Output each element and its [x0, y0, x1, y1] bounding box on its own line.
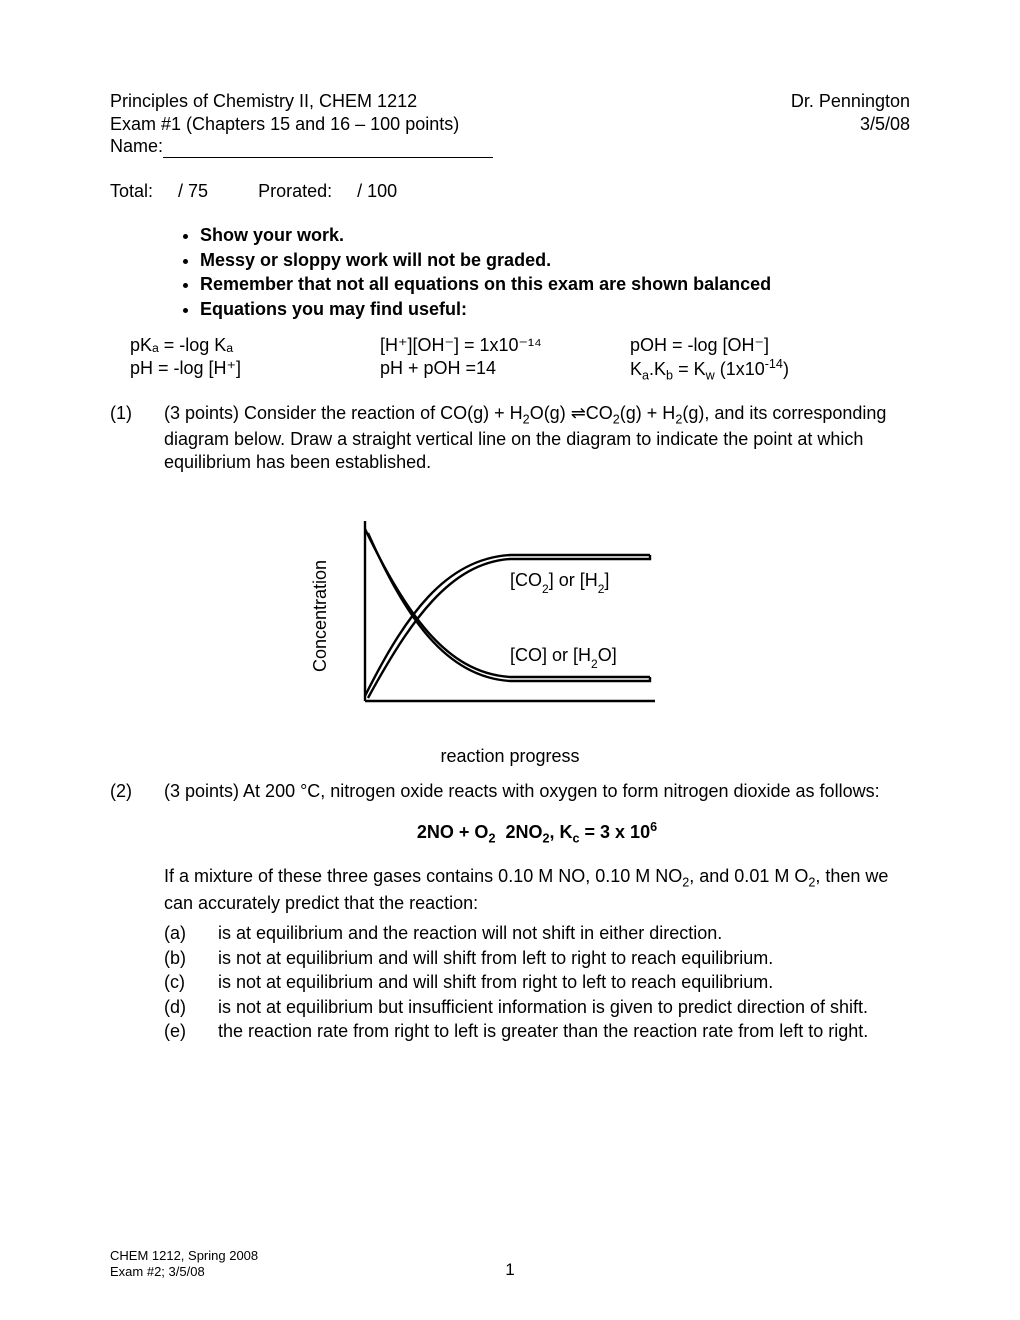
exam-line: Exam #1 (Chapters 15 and 16 – 100 points… [110, 113, 459, 136]
formula: Ka.Kb = Kw (1x10-14) [630, 357, 890, 384]
total-value: / 75 [178, 181, 208, 201]
choice-label: (b) [164, 947, 218, 970]
header-row-2: Exam #1 (Chapters 15 and 16 – 100 points… [110, 113, 910, 136]
formula: pH + pOH =14 [380, 357, 630, 380]
equilibrium-chart: Concentration [CO2] or [H2] [CO] or [H2O… [310, 491, 710, 741]
question-points: (3 points) [164, 781, 243, 801]
question-number: (2) [110, 780, 164, 1045]
instruction-item: Messy or sloppy work will not be graded. [200, 249, 910, 272]
question-text: Consider the reaction of CO(g) + H2O(g) … [164, 403, 886, 472]
formula: pKₐ = -log Kₐ [130, 334, 380, 357]
question-points: (3 points) [164, 403, 244, 423]
question-intro: At 200 °C, nitrogen oxide reacts with ox… [243, 781, 880, 801]
course-title: Principles of Chemistry II, CHEM 1212 [110, 90, 417, 113]
x-axis-label: reaction progress [110, 745, 910, 768]
choice-label: (c) [164, 971, 218, 994]
choice-text: the reaction rate from right to left is … [218, 1020, 910, 1043]
formula-grid: pKₐ = -log Kₐ pH = -log [H⁺] [H⁺][OH⁻] =… [130, 334, 890, 384]
question-body-text: If a mixture of these three gases contai… [164, 865, 910, 914]
y-axis-label: Concentration [310, 560, 330, 672]
formula-col-2: [H⁺][OH⁻] = 1x10⁻¹⁴ pH + pOH =14 [380, 334, 630, 384]
exam-page: Principles of Chemistry II, CHEM 1212 Dr… [0, 0, 1020, 1320]
choice-label: (e) [164, 1020, 218, 1043]
question-2: (2) (3 points) At 200 °C, nitrogen oxide… [110, 780, 910, 1045]
choice-text: is not at equilibrium and will shift fro… [218, 971, 910, 994]
reactants-label: [CO] or [H2O] [510, 645, 617, 671]
choice-c[interactable]: (c) is not at equilibrium and will shift… [164, 971, 910, 994]
choices-list: (a) is at equilibrium and the reaction w… [164, 922, 910, 1043]
choice-label: (d) [164, 996, 218, 1019]
prorated-label: Prorated: [258, 181, 332, 201]
choice-text: is at equilibrium and the reaction will … [218, 922, 910, 945]
instruction-item: Show your work. [200, 224, 910, 247]
question-body: (3 points) At 200 °C, nitrogen oxide rea… [164, 780, 910, 1045]
instruction-item: Remember that not all equations on this … [200, 273, 910, 296]
choice-text: is not at equilibrium and will shift fro… [218, 947, 910, 970]
instruction-item: Equations you may find useful: [200, 298, 910, 321]
question-1: (1) (3 points) Consider the reaction of … [110, 402, 910, 473]
choice-label: (a) [164, 922, 218, 945]
choice-d[interactable]: (d) is not at equilibrium but insufficie… [164, 996, 910, 1019]
name-blank[interactable] [163, 157, 493, 158]
total-label: Total: [110, 181, 153, 201]
prorated-value: / 100 [357, 181, 397, 201]
exam-date: 3/5/08 [860, 113, 910, 136]
formula-col-1: pKₐ = -log Kₐ pH = -log [H⁺] [130, 334, 380, 384]
formula-col-3: pOH = -log [OH⁻] Ka.Kb = Kw (1x10-14) [630, 334, 890, 384]
equation-line: 2NO + O2 2NO2, Kc = 3 x 106 [164, 820, 910, 847]
instructions-list: Show your work. Messy or sloppy work wil… [160, 224, 910, 320]
question-number: (1) [110, 402, 164, 473]
products-label: [CO2] or [H2] [510, 570, 609, 596]
choice-a[interactable]: (a) is at equilibrium and the reaction w… [164, 922, 910, 945]
name-label: Name: [110, 136, 163, 156]
formula: [H⁺][OH⁻] = 1x10⁻¹⁴ [380, 334, 630, 357]
formula: pH = -log [H⁺] [130, 357, 380, 380]
choice-e[interactable]: (e) the reaction rate from right to left… [164, 1020, 910, 1043]
totals-row: Total: / 75 Prorated: / 100 [110, 180, 910, 203]
formula: pOH = -log [OH⁻] [630, 334, 890, 357]
question-body: (3 points) Consider the reaction of CO(g… [164, 402, 910, 473]
page-footer: CHEM 1212, Spring 2008 Exam #2; 3/5/08 1 [110, 1248, 910, 1281]
name-row: Name: [110, 135, 910, 158]
choice-b[interactable]: (b) is not at equilibrium and will shift… [164, 947, 910, 970]
instructor: Dr. Pennington [791, 90, 910, 113]
header-row-1: Principles of Chemistry II, CHEM 1212 Dr… [110, 90, 910, 113]
choice-text: is not at equilibrium but insufficient i… [218, 996, 910, 1019]
page-number: 1 [505, 1259, 514, 1280]
